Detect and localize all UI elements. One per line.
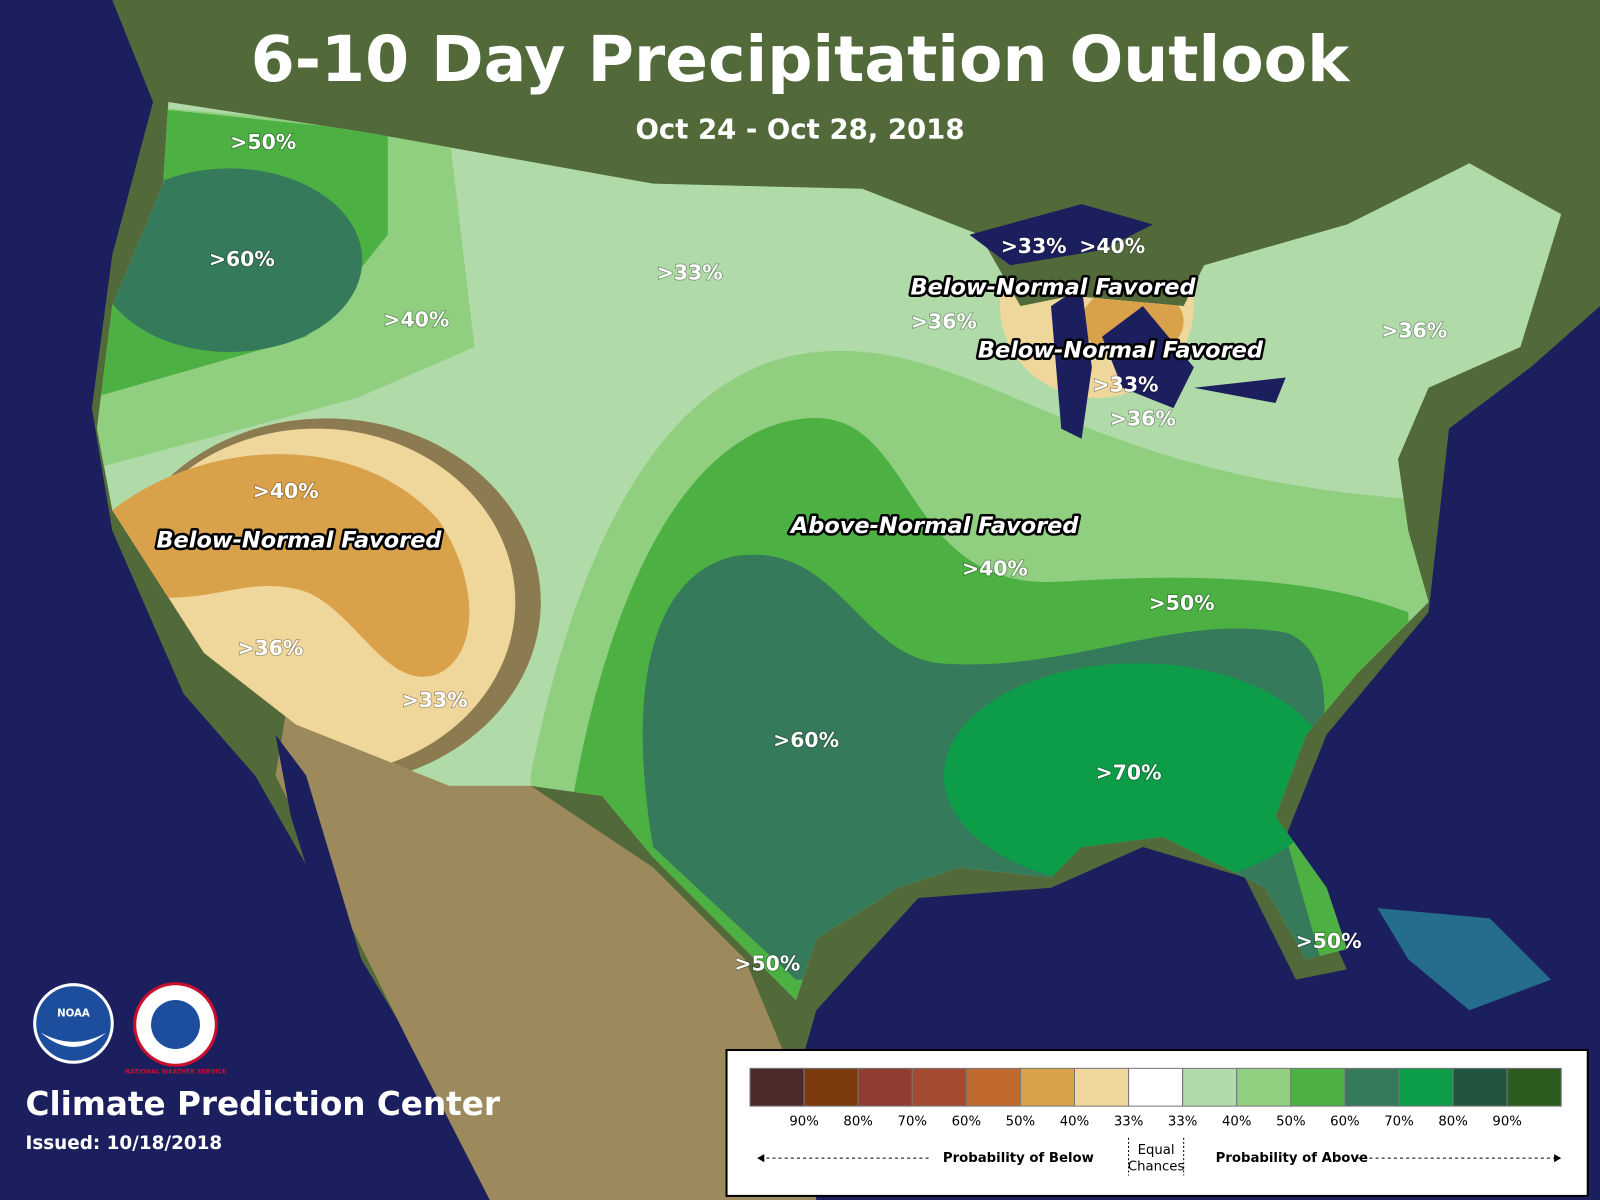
legend-swatch <box>965 1067 1021 1107</box>
legend-swatch <box>1506 1067 1562 1107</box>
title: 6-10 Day Precipitation Outlook <box>251 22 1351 96</box>
mexico-land <box>275 714 817 1200</box>
region-label: Above-Normal Favored <box>789 513 1079 539</box>
probability-label: >36% <box>1110 406 1176 430</box>
legend-swatch <box>1073 1067 1130 1107</box>
legend-swatch <box>1398 1067 1454 1107</box>
issued: Issued: 10/18/2018 <box>26 1133 223 1154</box>
gulf-of-california <box>275 734 368 1000</box>
equal-chances: Chances <box>1128 1159 1185 1174</box>
bahamas <box>1377 908 1552 1011</box>
arrowhead <box>1554 1154 1562 1163</box>
legend-label: 50% <box>1276 1114 1305 1129</box>
legend-swatch <box>749 1067 805 1107</box>
legend-swatch <box>803 1067 859 1107</box>
legend-label: 80% <box>1438 1114 1467 1129</box>
great-lakes <box>969 204 1286 439</box>
legend-label: 90% <box>1492 1114 1521 1129</box>
probability-label: >70% <box>1096 760 1162 784</box>
probability-label: >36% <box>911 309 977 333</box>
legend: Probability of Below Equal Chances Proba… <box>725 1048 1589 1197</box>
logo-circle <box>33 983 114 1064</box>
labels: 6-10 Day Precipitation Outlook Oct 24 - … <box>26 22 1448 1154</box>
probability-label: >40% <box>383 307 449 331</box>
legend-label: 40% <box>1222 1114 1251 1129</box>
probability-label: >36% <box>1381 319 1447 343</box>
probability-label: >33% <box>1093 373 1159 397</box>
region-label: Below-Normal Favored <box>911 274 1197 300</box>
legend-label: 90% <box>789 1114 818 1129</box>
legend-swatch <box>1344 1067 1400 1107</box>
arrowhead <box>757 1154 765 1163</box>
legend-label: 60% <box>1330 1114 1359 1129</box>
nws-logo: NATIONAL WEATHER SERVICE <box>125 982 226 1075</box>
legend-label: 50% <box>1006 1114 1035 1129</box>
logo-inner <box>151 1000 200 1049</box>
logo-text: NOAA <box>57 1008 90 1019</box>
probability-label: >60% <box>773 728 839 752</box>
legend-swatch <box>1236 1067 1292 1107</box>
legend-swatch <box>911 1067 967 1107</box>
region-label: Below-Normal Favored <box>156 527 442 553</box>
legend-swatch <box>1128 1067 1184 1107</box>
probability-label: >60% <box>209 247 275 271</box>
legend-label: 70% <box>1384 1114 1413 1129</box>
legend-swatch <box>1019 1067 1076 1107</box>
legend-label: 70% <box>898 1114 927 1129</box>
legend-swatch <box>1452 1067 1508 1107</box>
probability-label: >40% <box>253 479 319 503</box>
legend-label: 40% <box>1060 1114 1089 1129</box>
logo-text: NATIONAL WEATHER SERVICE <box>125 1068 226 1075</box>
probability-label: >50% <box>230 130 296 154</box>
equal-chances: Equal <box>1138 1143 1175 1158</box>
contour-70-above <box>943 663 1332 888</box>
probability-label: >40% <box>1079 234 1145 258</box>
legend-swatch <box>857 1067 913 1107</box>
region-label: Below-Normal Favored <box>978 338 1264 364</box>
probability-label: >33% <box>402 688 468 712</box>
legend-swatch <box>1290 1067 1346 1107</box>
probability-label: >50% <box>734 951 800 975</box>
legend-label: 60% <box>952 1114 981 1129</box>
probability-label: >33% <box>1001 234 1067 258</box>
legend-label: 33% <box>1168 1114 1197 1129</box>
probability-label: >40% <box>962 556 1028 580</box>
org: Climate Prediction Center <box>26 1085 501 1123</box>
contour-60-above <box>96 168 363 353</box>
legend-swatch <box>1182 1067 1238 1107</box>
above-caption: Probability of Above <box>1216 1151 1368 1166</box>
legend-label: 33% <box>1114 1114 1143 1129</box>
legend-label: 80% <box>843 1114 872 1129</box>
probability-label: >50% <box>1149 591 1215 615</box>
probability-label: >50% <box>1296 929 1362 953</box>
noaa-logo: NOAA <box>33 983 114 1064</box>
probability-label: >36% <box>237 636 303 660</box>
contour-40-below <box>112 454 470 677</box>
probability-label: >33% <box>657 260 723 284</box>
subtitle: Oct 24 - Oct 28, 2018 <box>635 114 964 146</box>
logo-wave <box>40 1032 107 1047</box>
below-caption: Probability of Below <box>943 1151 1094 1166</box>
